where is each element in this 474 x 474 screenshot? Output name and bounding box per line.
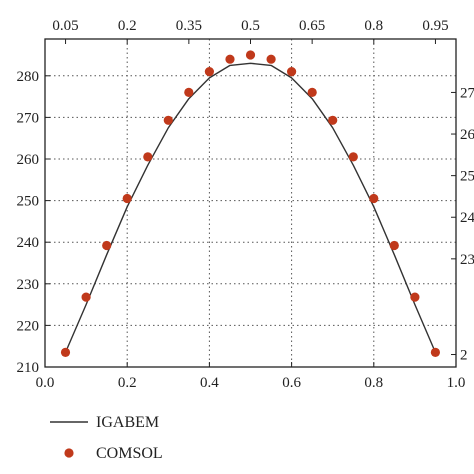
x-tick-label: 0.6 (282, 375, 301, 391)
y-tick-label: 240 (17, 235, 40, 251)
data-point-comsol (266, 54, 276, 64)
data-point-comsol (348, 152, 358, 162)
data-point-comsol (204, 67, 214, 77)
x-tick-label: 0.2 (118, 375, 137, 391)
y-tick-label: 260 (17, 152, 40, 168)
legend-label-igabem: IGABEM (96, 414, 159, 431)
right-tick-label: 24 (460, 210, 474, 226)
right-tick-label: 25 (460, 169, 474, 185)
tick-layer: 0.0 0.2 0.4 0.6 0.8 1.0 210 220 230 240 250 260 270 2… (17, 18, 474, 391)
right-tick-label: 23 (460, 252, 474, 268)
y-tick-label: 230 (17, 277, 40, 293)
x-tick-label: 1.0 (447, 375, 466, 391)
data-point-comsol (163, 115, 173, 125)
plot-frame (44, 38, 457, 368)
data-point-comsol (287, 67, 297, 77)
right-tick-label: 26 (460, 127, 474, 143)
top-tick-label: 0.2 (118, 18, 137, 34)
x-tick-label: 0.0 (36, 375, 55, 391)
y-tick-label: 250 (17, 194, 40, 210)
x-tick-label: 0.4 (200, 375, 219, 391)
top-tick-label: 0.95 (422, 18, 448, 34)
series-line-igabem (64, 62, 437, 353)
data-point-comsol (102, 240, 112, 251)
data-point-comsol (430, 347, 440, 357)
data-point-comsol (184, 87, 194, 97)
x-tick-label: 0.8 (364, 375, 383, 391)
data-point-comsol (60, 347, 71, 357)
y-tick-label: 220 (17, 318, 40, 334)
data-point-comsol (369, 193, 379, 204)
top-tick-label: 0.35 (176, 18, 202, 34)
data-point-comsol (410, 292, 420, 302)
legend: IGABEM COMSOL (50, 414, 163, 462)
right-tick-label: 27 (460, 85, 474, 101)
legend-label-comsol: COMSOL (96, 445, 163, 462)
data-point-comsol (143, 152, 153, 162)
data-point-comsol (307, 87, 317, 97)
y-tick-label: 280 (17, 69, 40, 85)
y-tick-label: 210 (17, 360, 40, 376)
top-tick-label: 0.05 (52, 18, 78, 34)
data-point-comsol (81, 292, 91, 302)
y-tick-label: 270 (17, 110, 40, 126)
right-tick-label: 2 (460, 348, 468, 364)
top-tick-label: 0.5 (241, 18, 260, 34)
data-point-comsol (122, 193, 132, 204)
data-point-comsol (328, 115, 338, 125)
series-layer (60, 50, 440, 357)
data-point-comsol (245, 50, 256, 60)
top-tick-label: 0.65 (299, 18, 325, 34)
top-tick-label: 0.8 (364, 18, 383, 34)
grid-layer (45, 39, 456, 367)
data-point-comsol (389, 240, 399, 251)
legend-swatch-comsol (64, 448, 74, 458)
data-point-comsol (225, 54, 235, 64)
